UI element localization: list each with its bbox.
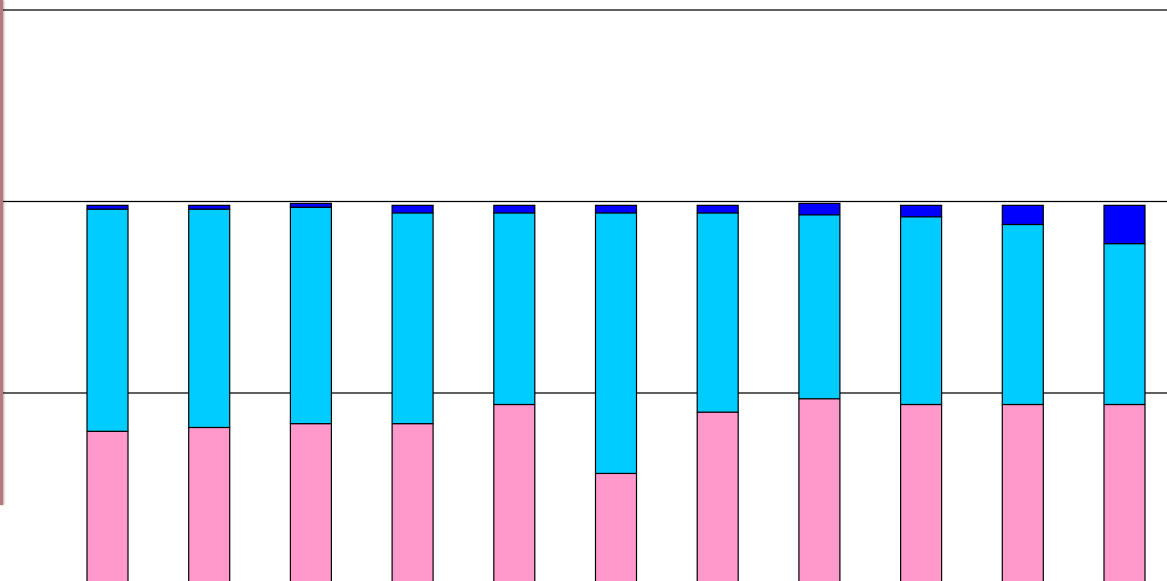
bar-segment-2-series-3 [188,204,231,210]
bar-segment-5-series-2 [493,212,536,406]
bar-segment-10-series-1 [1001,403,1044,581]
bar-segment-2-series-2 [188,208,231,429]
bar-segment-3-series-1 [289,423,332,581]
bar-segment-4-series-1 [391,423,434,581]
bar-segment-3-series-2 [289,206,332,425]
bar-segment-2-series-1 [188,426,231,581]
bar-segment-3-series-3 [289,202,332,208]
bar-segment-8-series-1 [798,398,841,581]
bar-stack-4 [391,204,434,581]
bar-segment-6-series-1 [594,472,638,581]
bar-stack-5 [493,204,536,581]
bar-segment-7-series-3 [696,204,739,214]
bar-stack-6 [594,204,638,581]
bar-segment-9-series-3 [899,204,943,218]
bar-segment-6-series-3 [594,204,638,214]
bar-stack-10 [1001,204,1044,581]
bar-segment-11-series-1 [1103,403,1146,581]
bar-segment-7-series-2 [696,212,739,413]
bar-stack-2 [188,204,231,581]
bar-segment-1-series-1 [86,430,129,581]
bar-segment-8-series-2 [798,214,841,400]
bar-segment-8-series-3 [798,202,841,216]
bar-segment-1-series-3 [86,204,129,210]
bar-segment-10-series-2 [1001,223,1044,406]
bar-segment-1-series-2 [86,208,129,432]
bar-segment-9-series-2 [899,216,943,406]
bar-segment-5-series-1 [493,403,536,581]
bar-segment-4-series-3 [391,204,434,214]
bar-stack-7 [696,204,739,581]
bar-segment-4-series-2 [391,212,434,425]
bar-stack-8 [798,202,841,581]
bar-stack-11 [1103,204,1146,581]
bars [86,202,1146,581]
bar-stack-1 [86,204,129,581]
bar-segment-7-series-1 [696,411,739,581]
gridlines [3,9,1167,394]
bar-segment-9-series-1 [899,403,943,581]
bar-segment-6-series-2 [594,212,638,475]
bar-segment-10-series-3 [1001,204,1044,226]
left-edge-border [0,0,3,505]
bar-segment-11-series-2 [1103,243,1146,406]
bar-stack-3 [289,202,332,581]
bar-stack-9 [899,204,943,581]
bar-segment-5-series-3 [493,204,536,214]
bar-segment-11-series-3 [1103,204,1146,245]
